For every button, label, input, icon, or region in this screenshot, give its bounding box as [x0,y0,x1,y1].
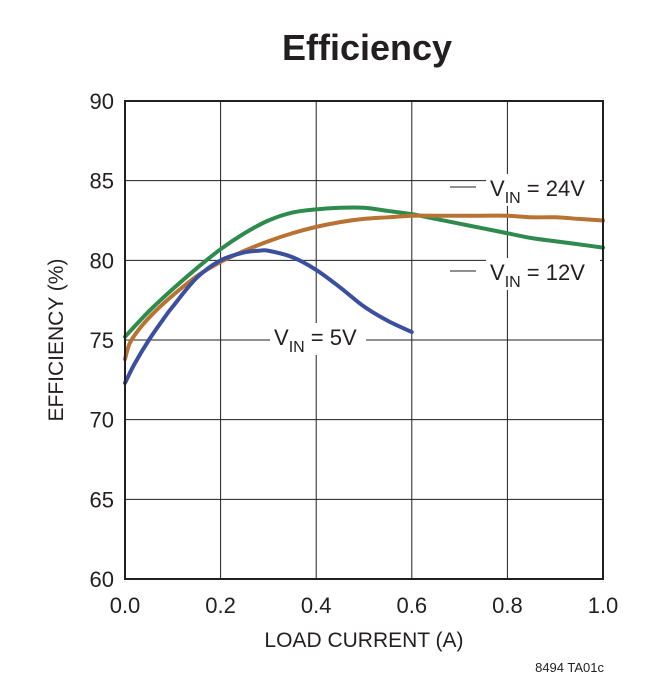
label-background [486,174,600,206]
x-tick-label: 0.8 [492,593,523,618]
y-tick-label: 90 [90,89,114,114]
y-axis-label: EFFICIENCY (%) [45,259,68,422]
x-tick-label: 0.6 [397,593,428,618]
plot-frame [124,100,604,580]
series-line-vin-24v [123,205,605,339]
series-labels: VIN = 24V VIN = 12V VIN = 5V [270,174,600,356]
x-tick-label: 0.4 [301,593,332,618]
x-tick-label: 0.2 [205,593,236,618]
series-lines [123,205,605,386]
x-tick-label: 0.0 [110,593,141,618]
chart-title: Efficiency [282,27,452,68]
label-background [486,258,600,290]
x-tick-label: 1.0 [588,593,619,618]
y-tick-labels: 60 65 70 75 80 85 90 [90,89,114,592]
label-background [270,323,366,355]
part-code: 8494 TA01c [535,660,604,675]
y-tick-label: 70 [90,408,114,433]
series-line-vin-12v [123,213,605,362]
label-vin-5v: VIN = 5V [274,325,357,356]
y-tick-label: 60 [90,567,114,592]
x-axis-label: LOAD CURRENT (A) [264,629,463,652]
y-tick-label: 80 [90,248,114,273]
y-tick-label: 75 [90,328,114,353]
y-tick-label: 65 [90,487,114,512]
label-vin-12v: VIN = 12V [490,260,585,291]
annotation-leaders [234,186,476,341]
label-vin-24v: VIN = 24V [490,176,585,207]
y-tick-label: 85 [90,169,114,194]
x-tick-labels: 0.0 0.2 0.4 0.6 0.8 1.0 [110,593,619,618]
series-line-vin-5v [123,248,414,386]
